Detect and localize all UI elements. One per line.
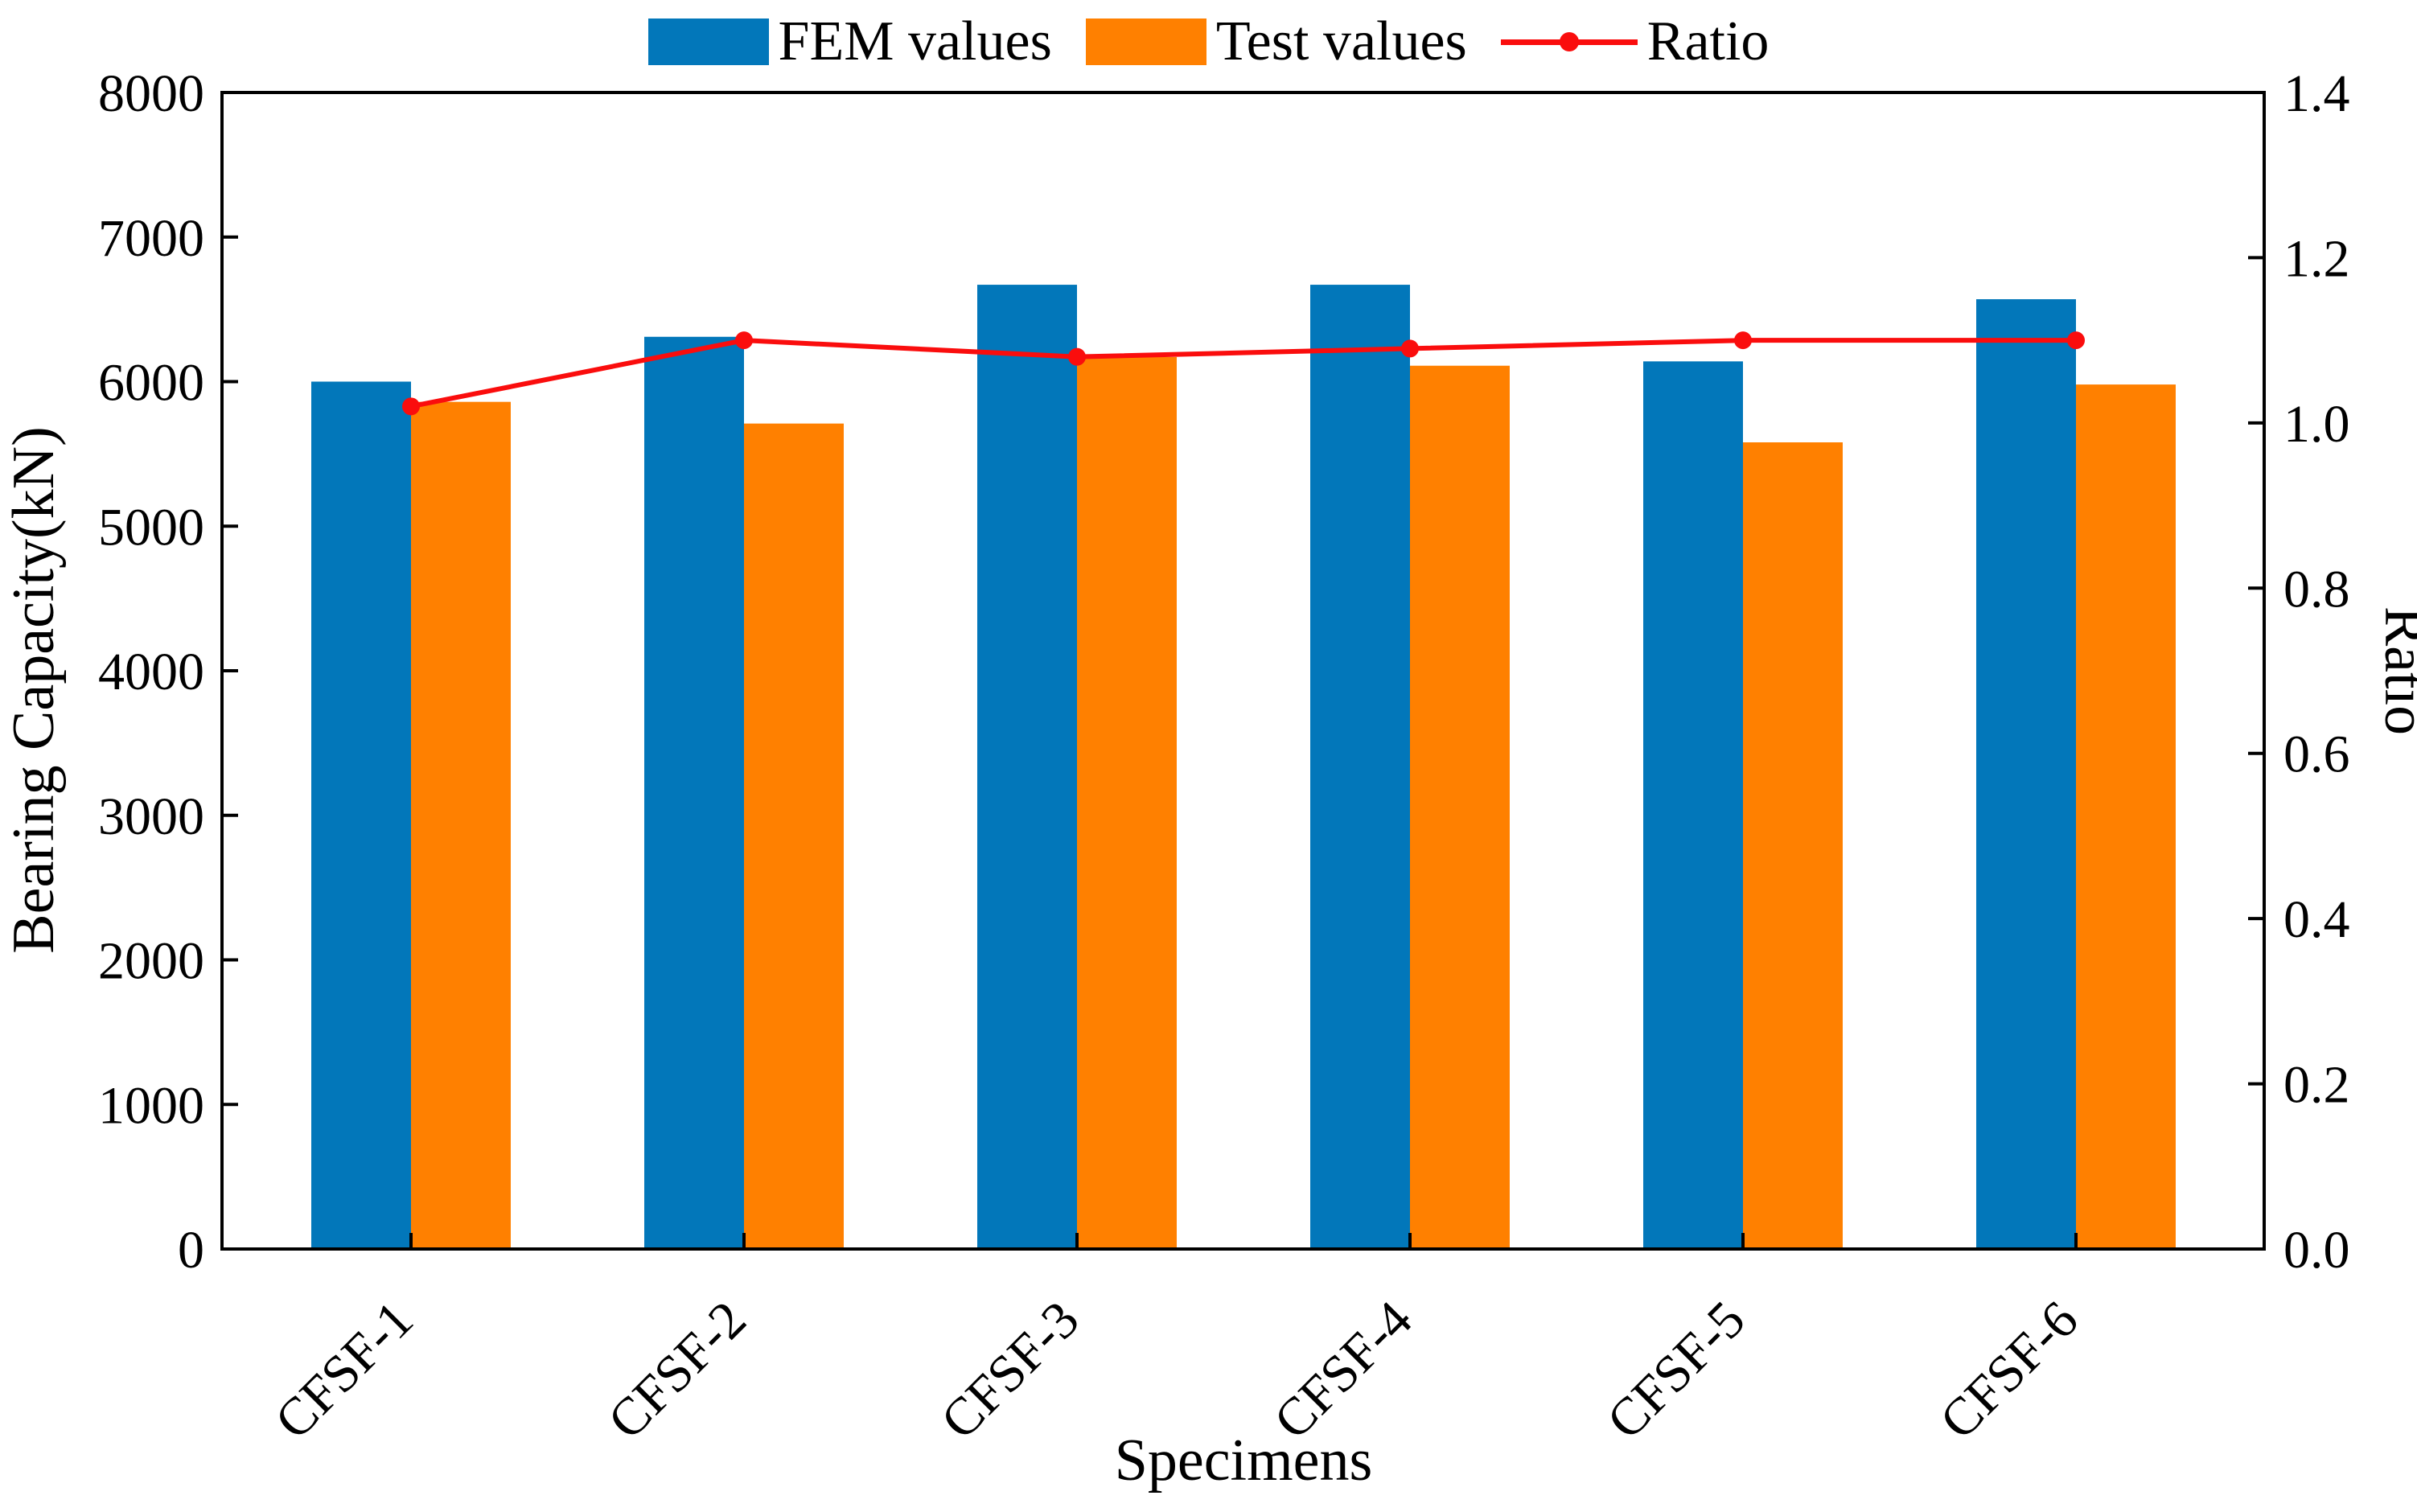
test-bar-CFSF-6 <box>2076 384 2176 1250</box>
x-tick-label-CFSF-6: CFSF-6 <box>1929 1290 2089 1450</box>
ratio-line <box>410 338 2076 409</box>
y-tick-label-right-1.4: 1.4 <box>2283 64 2350 123</box>
y-axis-label-right: Ratio <box>2372 606 2417 735</box>
y-tick-label-right-0.6: 0.6 <box>2283 725 2350 784</box>
legend-item-fem: FEM values <box>647 8 1052 76</box>
fem-bar-CFSF-5 <box>1643 361 1743 1250</box>
y-tick-label-left-4000: 4000 <box>98 643 204 701</box>
legend-label-test: Test values <box>1215 10 1467 72</box>
y-tick-label-right-1.0: 1.0 <box>2283 395 2350 454</box>
y-tick-label-left-1000: 1000 <box>98 1076 204 1135</box>
x-tick-label-CFSF-2: CFSF-2 <box>597 1290 757 1450</box>
legend-label-ratio: Ratio <box>1646 10 1770 72</box>
fem-bar-CFSF-3 <box>977 285 1077 1249</box>
fem-values-swatch <box>647 18 769 65</box>
test-bar-CFSF-3 <box>1077 356 1177 1249</box>
x-tick-label-CFSF-3: CFSF-3 <box>930 1290 1090 1450</box>
test-bar-CFSF-5 <box>1743 442 1843 1249</box>
y-tick-label-left-7000: 7000 <box>98 209 204 268</box>
axis-ticks-group <box>222 91 2264 1251</box>
test-bar-CFSF-1 <box>411 401 511 1249</box>
y-tick-label-right-0.8: 0.8 <box>2283 560 2350 618</box>
axis-spines-group <box>220 91 2266 1251</box>
y-tick-label-left-3000: 3000 <box>98 787 204 846</box>
ratio-point-CFSF-3 <box>1068 347 1086 366</box>
legend-label-fem: FEM values <box>778 10 1052 72</box>
y-tick-label-left-6000: 6000 <box>98 354 204 413</box>
x-axis-label: Specimens <box>1115 1428 1373 1494</box>
fem-bar-CFSF-2 <box>644 336 744 1250</box>
bars-group <box>311 285 2176 1250</box>
ratio-point-CFSF-2 <box>735 331 753 350</box>
y-tick-label-left-2000: 2000 <box>98 932 204 991</box>
y-tick-label-left-8000: 8000 <box>98 64 204 123</box>
legend-item-ratio: Ratio <box>1500 8 1770 76</box>
x-tick-label-CFSF-1: CFSF-1 <box>264 1290 424 1450</box>
y-axis-label-left: Bearing Capacity(kN) <box>1 426 67 954</box>
test-values-swatch <box>1085 18 1206 65</box>
y-tick-label-right-0.4: 0.4 <box>2283 890 2350 949</box>
y-tick-label-right-0.0: 0.0 <box>2283 1221 2350 1280</box>
ratio-point-CFSF-1 <box>402 397 420 416</box>
y-tick-label-right-0.2: 0.2 <box>2283 1056 2350 1115</box>
legend-item-test: Test values <box>1085 8 1467 76</box>
ratio-point-CFSF-6 <box>2067 331 2085 350</box>
plot-border <box>220 91 2266 1251</box>
ratio-marker-dot <box>1559 32 1579 51</box>
ratio-line-sample <box>1500 32 1638 51</box>
y-tick-label-left-0: 0 <box>178 1221 204 1280</box>
ratio-point-CFSF-5 <box>1734 331 1752 350</box>
legend: FEM values Test values Ratio <box>0 8 2417 76</box>
ratio-line-group <box>402 331 2085 416</box>
ratio-point-CFSF-4 <box>1401 339 1419 358</box>
y-tick-label-right-1.2: 1.2 <box>2283 229 2350 288</box>
test-bar-CFSF-2 <box>744 423 844 1250</box>
test-bar-CFSF-4 <box>1410 365 1510 1249</box>
x-tick-label-CFSF-4: CFSF-4 <box>1263 1290 1423 1450</box>
fem-bar-CFSF-1 <box>311 381 411 1249</box>
fem-bar-CFSF-4 <box>1310 285 1410 1249</box>
y-tick-label-left-5000: 5000 <box>98 498 204 557</box>
fem-bar-CFSF-6 <box>1976 299 2076 1250</box>
x-tick-label-CFSF-5: CFSF-5 <box>1596 1290 1756 1450</box>
